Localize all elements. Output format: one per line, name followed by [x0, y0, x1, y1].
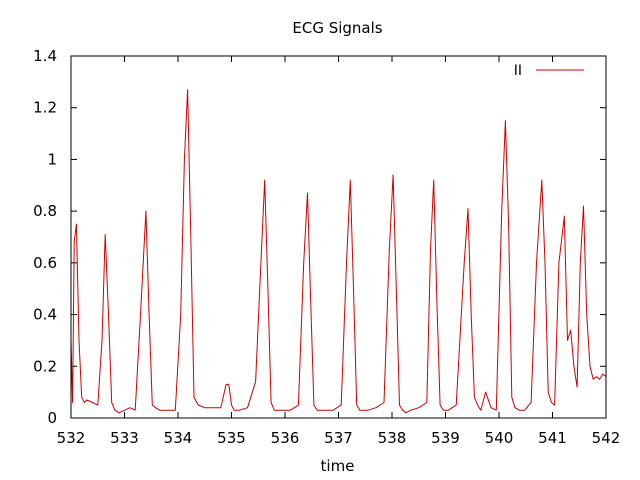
ticks-layer: 532 533 534 535 536 537 538 539 540 541 542 0 0.2 0.4…	[33, 47, 620, 447]
x-tick-label: 539	[431, 429, 460, 447]
y-tick-label: 0.4	[33, 306, 57, 324]
x-axis-label: time	[321, 457, 355, 475]
y-tick-label: 0.2	[33, 357, 57, 375]
plot-frame	[70, 55, 607, 419]
x-tick-label: 533	[110, 429, 139, 447]
y-tick-label: 1.2	[33, 99, 57, 117]
legend-label: II	[514, 63, 522, 79]
chart-title: ECG Signals	[292, 19, 382, 37]
legend: II	[514, 63, 584, 79]
y-tick-label: 1.4	[33, 47, 57, 65]
x-tick-label: 532	[57, 429, 86, 447]
y-tick-label: 0.6	[33, 254, 57, 272]
x-tick-label: 535	[217, 429, 246, 447]
y-tick-label: 1	[47, 150, 57, 168]
x-tick-label: 538	[378, 429, 407, 447]
y-tick-label: 0	[47, 409, 57, 427]
x-tick-label: 541	[538, 429, 567, 447]
series-layer	[70, 89, 607, 414]
x-tick-label: 540	[485, 429, 514, 447]
x-tick-label: 537	[324, 429, 353, 447]
x-tick-label: 534	[164, 429, 193, 447]
x-tick-label: 536	[271, 429, 300, 447]
x-tick-label: 542	[592, 429, 621, 447]
series-line-ii	[70, 89, 607, 414]
y-tick-label: 0.8	[33, 202, 57, 220]
